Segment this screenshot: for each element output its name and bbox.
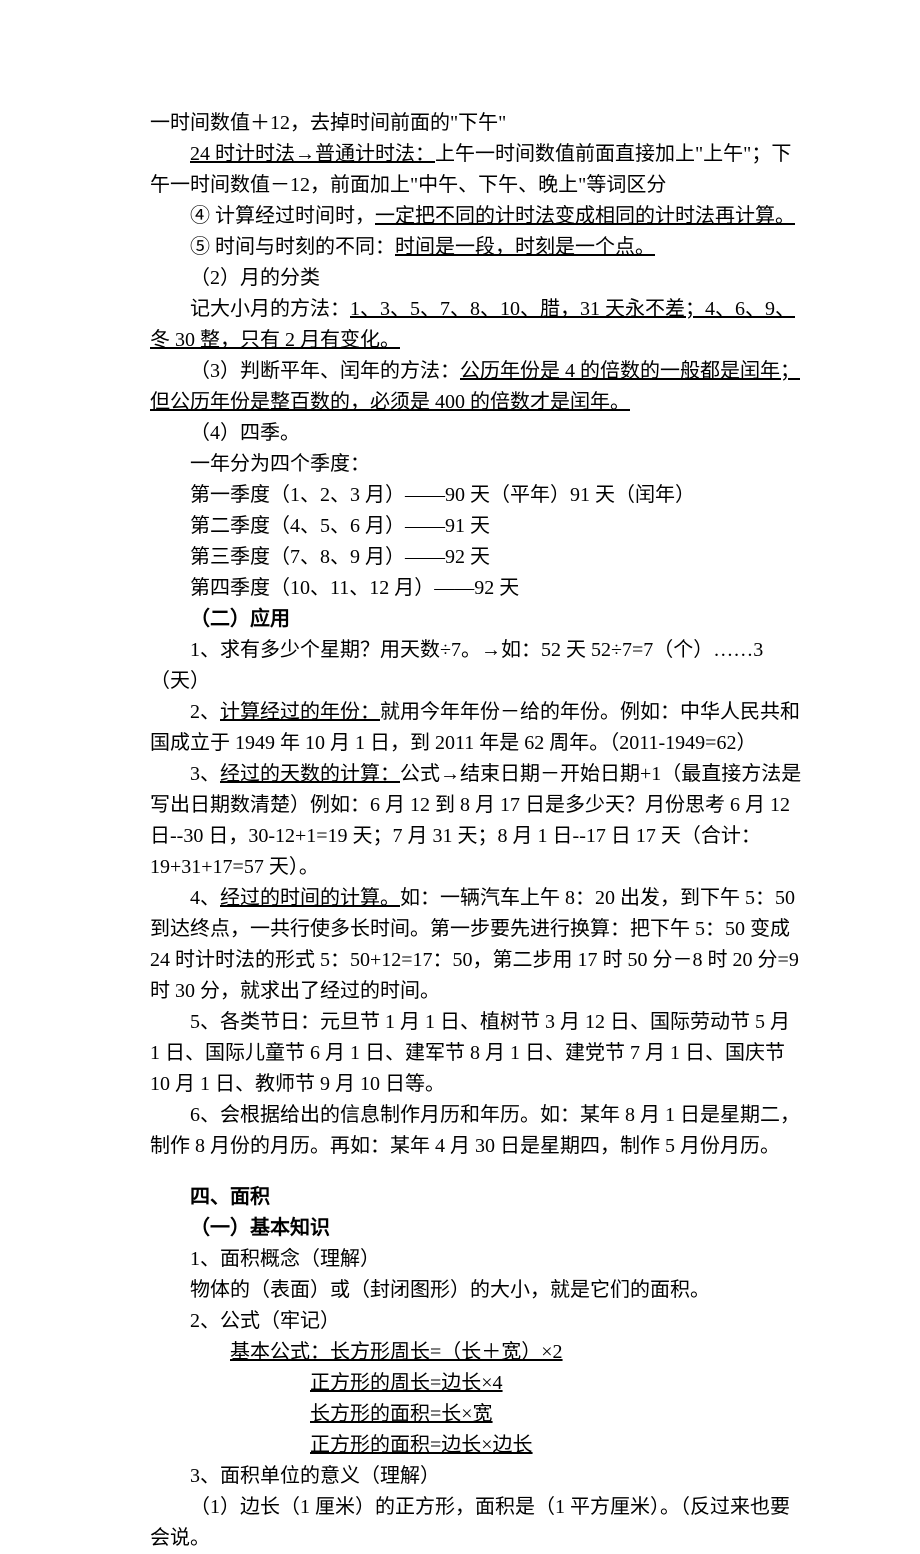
body-line: （1）边长（1 厘米）的正方形，面积是（1 平方厘米）。（反过来也要会说。 [150, 1492, 802, 1554]
underlined-text: 经过的时间的计算。 [220, 887, 400, 909]
underlined-text: 计算经过的年份： [220, 701, 380, 723]
section-heading: （二）应用 [150, 604, 802, 635]
chapter-heading: 四、面积 [150, 1182, 802, 1213]
body-line: 3、面积单位的意义（理解） [150, 1461, 802, 1492]
underlined-text: 正方形的面积=边长×边长 [310, 1434, 533, 1456]
underlined-text: 一定把不同的计时法变成相同的计时法再计算。 [375, 205, 795, 227]
body-line: 第四季度（10、11、12 月）——92 天 [150, 573, 802, 604]
body-line: 第二季度（4、5、6 月）——91 天 [150, 511, 802, 542]
formula-line: 基本公式：长方形周长=（长＋宽）×2 [150, 1337, 802, 1368]
body-line: ⑤ 时间与时刻的不同：时间是一段，时刻是一个点。 [150, 232, 802, 263]
underlined-text: 经过的天数的计算： [220, 763, 400, 785]
body-line: 一年分为四个季度： [150, 449, 802, 480]
body-line: 一时间数值＋12，去掉时间前面的"下午" [150, 108, 802, 139]
document-page: 一时间数值＋12，去掉时间前面的"下午" 24 时计时法→普通计时法：上午一时间… [0, 0, 920, 1554]
formula-line: 正方形的周长=边长×4 [150, 1368, 802, 1399]
body-line: 第三季度（7、8、9 月）——92 天 [150, 542, 802, 573]
paragraph-spacer [150, 1162, 802, 1182]
text: 记大小月的方法： [190, 298, 350, 320]
body-line: 3、经过的天数的计算：公式→结束日期－开始日期+1（最直接方法是写出日期数清楚）… [150, 759, 802, 883]
text: （3）判断平年、闰年的方法： [190, 360, 460, 382]
body-line: 2、计算经过的年份：就用今年年份－给的年份。例如：中华人民共和国成立于 1949… [150, 697, 802, 759]
body-line: 6、会根据给出的信息制作月历和年历。如：某年 8 月 1 日是星期二，制作 8 … [150, 1100, 802, 1162]
underlined-text: 24 时计时法→普通计时法： [190, 143, 435, 165]
section-heading: （一）基本知识 [150, 1213, 802, 1244]
body-line: 1、求有多少个星期？用天数÷7。→如：52 天 52÷7=7（个）……3（天） [150, 635, 802, 697]
body-line: 物体的（表面）或（封闭图形）的大小，就是它们的面积。 [150, 1275, 802, 1306]
body-line: 1、面积概念（理解） [150, 1244, 802, 1275]
formula-line: 长方形的面积=长×宽 [150, 1399, 802, 1430]
body-line: 记大小月的方法：1、3、5、7、8、10、腊，31 天永不差；4、6、9、冬 3… [150, 294, 802, 356]
underlined-text: 基本公式： [230, 1341, 330, 1363]
underlined-text: 长方形周长=（长＋宽）×2 [330, 1341, 563, 1363]
body-line: 5、各类节日：元旦节 1 月 1 日、植树节 3 月 12 日、国际劳动节 5 … [150, 1007, 802, 1100]
text: ⑤ 时间与时刻的不同： [190, 236, 395, 258]
body-line: （3）判断平年、闰年的方法：公历年份是 4 的倍数的一般都是闰年；但公历年份是整… [150, 356, 802, 418]
underlined-text: 长方形的面积=长×宽 [310, 1403, 493, 1425]
formula-line: 正方形的面积=边长×边长 [150, 1430, 802, 1461]
body-line: （2）月的分类 [150, 263, 802, 294]
body-line: 24 时计时法→普通计时法：上午一时间数值前面直接加上"上午"；下午一时间数值－… [150, 139, 802, 201]
text: 4、 [190, 887, 220, 909]
underlined-text: 正方形的周长=边长×4 [310, 1372, 503, 1394]
body-line: 4、经过的时间的计算。如：一辆汽车上午 8：20 出发，到下午 5：50 到达终… [150, 883, 802, 1007]
body-line: 第一季度（1、2、3 月）——90 天（平年）91 天（闰年） [150, 480, 802, 511]
text: 3、 [190, 763, 220, 785]
body-line: 2、公式（牢记） [150, 1306, 802, 1337]
text: ④ 计算经过时间时， [190, 205, 375, 227]
body-line: ④ 计算经过时间时，一定把不同的计时法变成相同的计时法再计算。 [150, 201, 802, 232]
underlined-text: 时间是一段，时刻是一个点。 [395, 236, 655, 258]
body-line: （4）四季。 [150, 418, 802, 449]
text: 2、 [190, 701, 220, 723]
